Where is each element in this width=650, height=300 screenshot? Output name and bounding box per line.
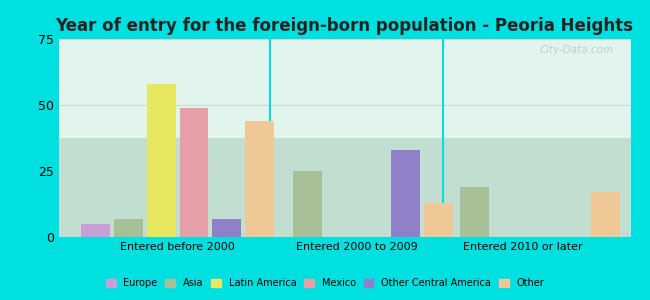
Bar: [460, 187, 489, 237]
Title: Year of entry for the foreign-born population - Peoria Heights: Year of entry for the foreign-born popul…: [55, 17, 634, 35]
Text: City-Data.com: City-Data.com: [540, 45, 614, 55]
Bar: [391, 150, 420, 237]
Bar: [245, 121, 274, 237]
Bar: [293, 171, 322, 237]
Bar: [424, 203, 453, 237]
Bar: [213, 218, 241, 237]
Bar: [179, 108, 209, 237]
Bar: [114, 218, 143, 237]
Bar: [147, 84, 176, 237]
Bar: [81, 224, 110, 237]
Legend: Europe, Asia, Latin America, Mexico, Other Central America, Other: Europe, Asia, Latin America, Mexico, Oth…: [102, 274, 548, 292]
Bar: [591, 192, 619, 237]
